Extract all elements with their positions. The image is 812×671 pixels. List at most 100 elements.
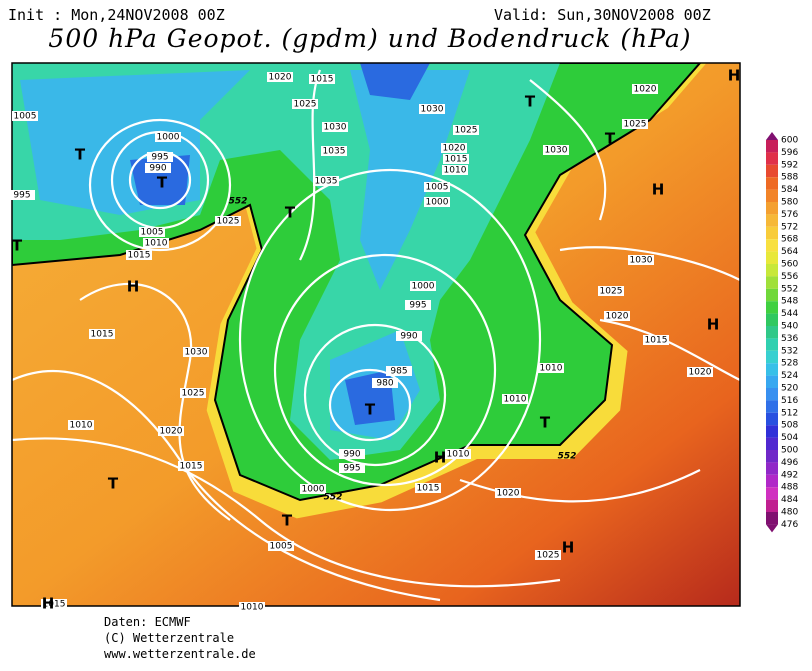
isobar-label: 980	[376, 379, 393, 389]
colorbar: 600 596 592 588 584 580 576 572 568 564 560 556 552 5…	[766, 132, 798, 533]
isobar-label-box	[419, 104, 445, 114]
colorbar-swatch	[766, 202, 778, 215]
colorbar-label: 484	[781, 495, 798, 505]
isobar-label-box	[267, 72, 293, 82]
colorbar-label: 564	[781, 247, 798, 257]
isobar-label: 1025	[182, 389, 205, 399]
isobar-label: 1030	[630, 256, 653, 266]
isobar-label: 1000	[412, 282, 435, 292]
pressure-center: H	[562, 539, 575, 557]
colorbar-label: 552	[781, 284, 798, 294]
colorbar-label: 516	[781, 396, 798, 406]
isobar-label: 1025	[294, 100, 317, 110]
colorbar-swatch	[766, 239, 778, 252]
isobar-label: 1010	[504, 395, 527, 405]
isobar-label-box	[538, 363, 564, 373]
isobar-label-box	[502, 394, 528, 404]
isobar-label: 1025	[217, 217, 240, 227]
colorbar-swatch	[766, 487, 778, 500]
colorbar-label: 584	[781, 185, 798, 195]
colorbar-swatch	[766, 499, 778, 512]
isobar-label: 1010	[444, 166, 467, 176]
colorbar-label: 580	[781, 198, 798, 208]
isobar-label-box	[372, 378, 398, 388]
isobar-label-box	[309, 74, 335, 84]
isobar-label-box	[543, 145, 569, 155]
pressure-center: T	[285, 204, 296, 222]
colorbar-label: 492	[781, 470, 798, 480]
isobar-label: 1030	[421, 105, 444, 115]
isobar-label: 1030	[545, 146, 568, 156]
isobar-label-box	[183, 347, 209, 357]
pressure-center: T	[540, 414, 551, 432]
isobar-label: 1015	[417, 484, 440, 494]
isobar-label: 985	[390, 367, 407, 377]
isobar-label-box	[239, 602, 265, 612]
isobar-label-box	[687, 367, 713, 377]
isobar-label: 1020	[689, 368, 712, 378]
isobar-label: 1035	[323, 147, 346, 157]
colorbar-label: 568	[781, 235, 798, 245]
isobar-label-box	[622, 119, 648, 129]
isobar-label: 1005	[426, 183, 449, 193]
isobar-label-box	[322, 122, 348, 132]
map-title: 500 hPa Geopot. (gpdm) und Bodendruck (h…	[48, 24, 692, 53]
colorbar-swatch	[766, 276, 778, 289]
isobar-label-box	[386, 366, 412, 376]
isobar-label: 1010	[447, 450, 470, 460]
isobar-label-box	[139, 227, 165, 237]
colorbar-swatch	[766, 363, 778, 376]
colorbar-swatch	[766, 251, 778, 264]
colorbar-swatch	[766, 288, 778, 302]
colorbar-label: 512	[781, 408, 798, 418]
colorbar-swatch	[766, 326, 778, 339]
pressure-center: T	[365, 401, 376, 419]
colorbar-label: 488	[781, 483, 798, 493]
isobar-label: 1010	[241, 603, 264, 613]
isobar-label-box	[313, 176, 339, 186]
colorbar-label: 592	[781, 160, 798, 170]
isobar-label-box	[441, 143, 467, 153]
isobar-label-box	[180, 388, 206, 398]
isobar-label-box	[321, 146, 347, 156]
colorbar-label: 520	[781, 384, 798, 394]
colorbar-swatch	[766, 301, 778, 314]
isobar-label: 1020	[160, 427, 183, 437]
isobar-label-box	[339, 449, 365, 459]
isobar-label: 1025	[537, 551, 560, 561]
colorbar-swatch	[766, 189, 778, 202]
isobar-label: 1000	[426, 198, 449, 208]
pressure-center: H	[707, 316, 720, 334]
pressure-center: T	[75, 146, 86, 164]
isobar-label-box	[41, 599, 67, 609]
isobar-label: 1015	[128, 251, 151, 261]
isobar-label-box	[415, 483, 441, 493]
colorbar-label: 588	[781, 173, 798, 183]
isobar-label-box	[443, 154, 469, 164]
isobar-label: 1020	[443, 144, 466, 154]
colorbar-swatch	[766, 264, 778, 277]
pressure-center: H	[434, 449, 447, 467]
isobar-label: 1020	[497, 489, 520, 499]
colorbar-label: 476	[781, 520, 798, 530]
colorbar-swatch	[766, 412, 778, 426]
isobar-label: 1000	[302, 485, 325, 495]
isobar-label: 1025	[600, 287, 623, 297]
isobar-label-box	[158, 426, 184, 436]
isobar-label-box	[89, 329, 115, 339]
pressure-center: T	[12, 237, 23, 255]
isobar-label-box	[410, 281, 436, 291]
isobar-label: 1010	[540, 364, 563, 374]
colorbar-swatch	[766, 425, 778, 438]
isobar-label: 1015	[43, 600, 66, 610]
isobar-label-box	[147, 152, 173, 162]
colorbar-label: 528	[781, 359, 798, 369]
isobar-label-box	[453, 125, 479, 135]
colorbar-swatch	[766, 474, 778, 488]
colorbar-label: 600	[781, 136, 798, 146]
isobar-label: 1015	[91, 330, 114, 340]
pressure-center: T	[282, 512, 293, 530]
pressure-center: H	[127, 278, 140, 296]
